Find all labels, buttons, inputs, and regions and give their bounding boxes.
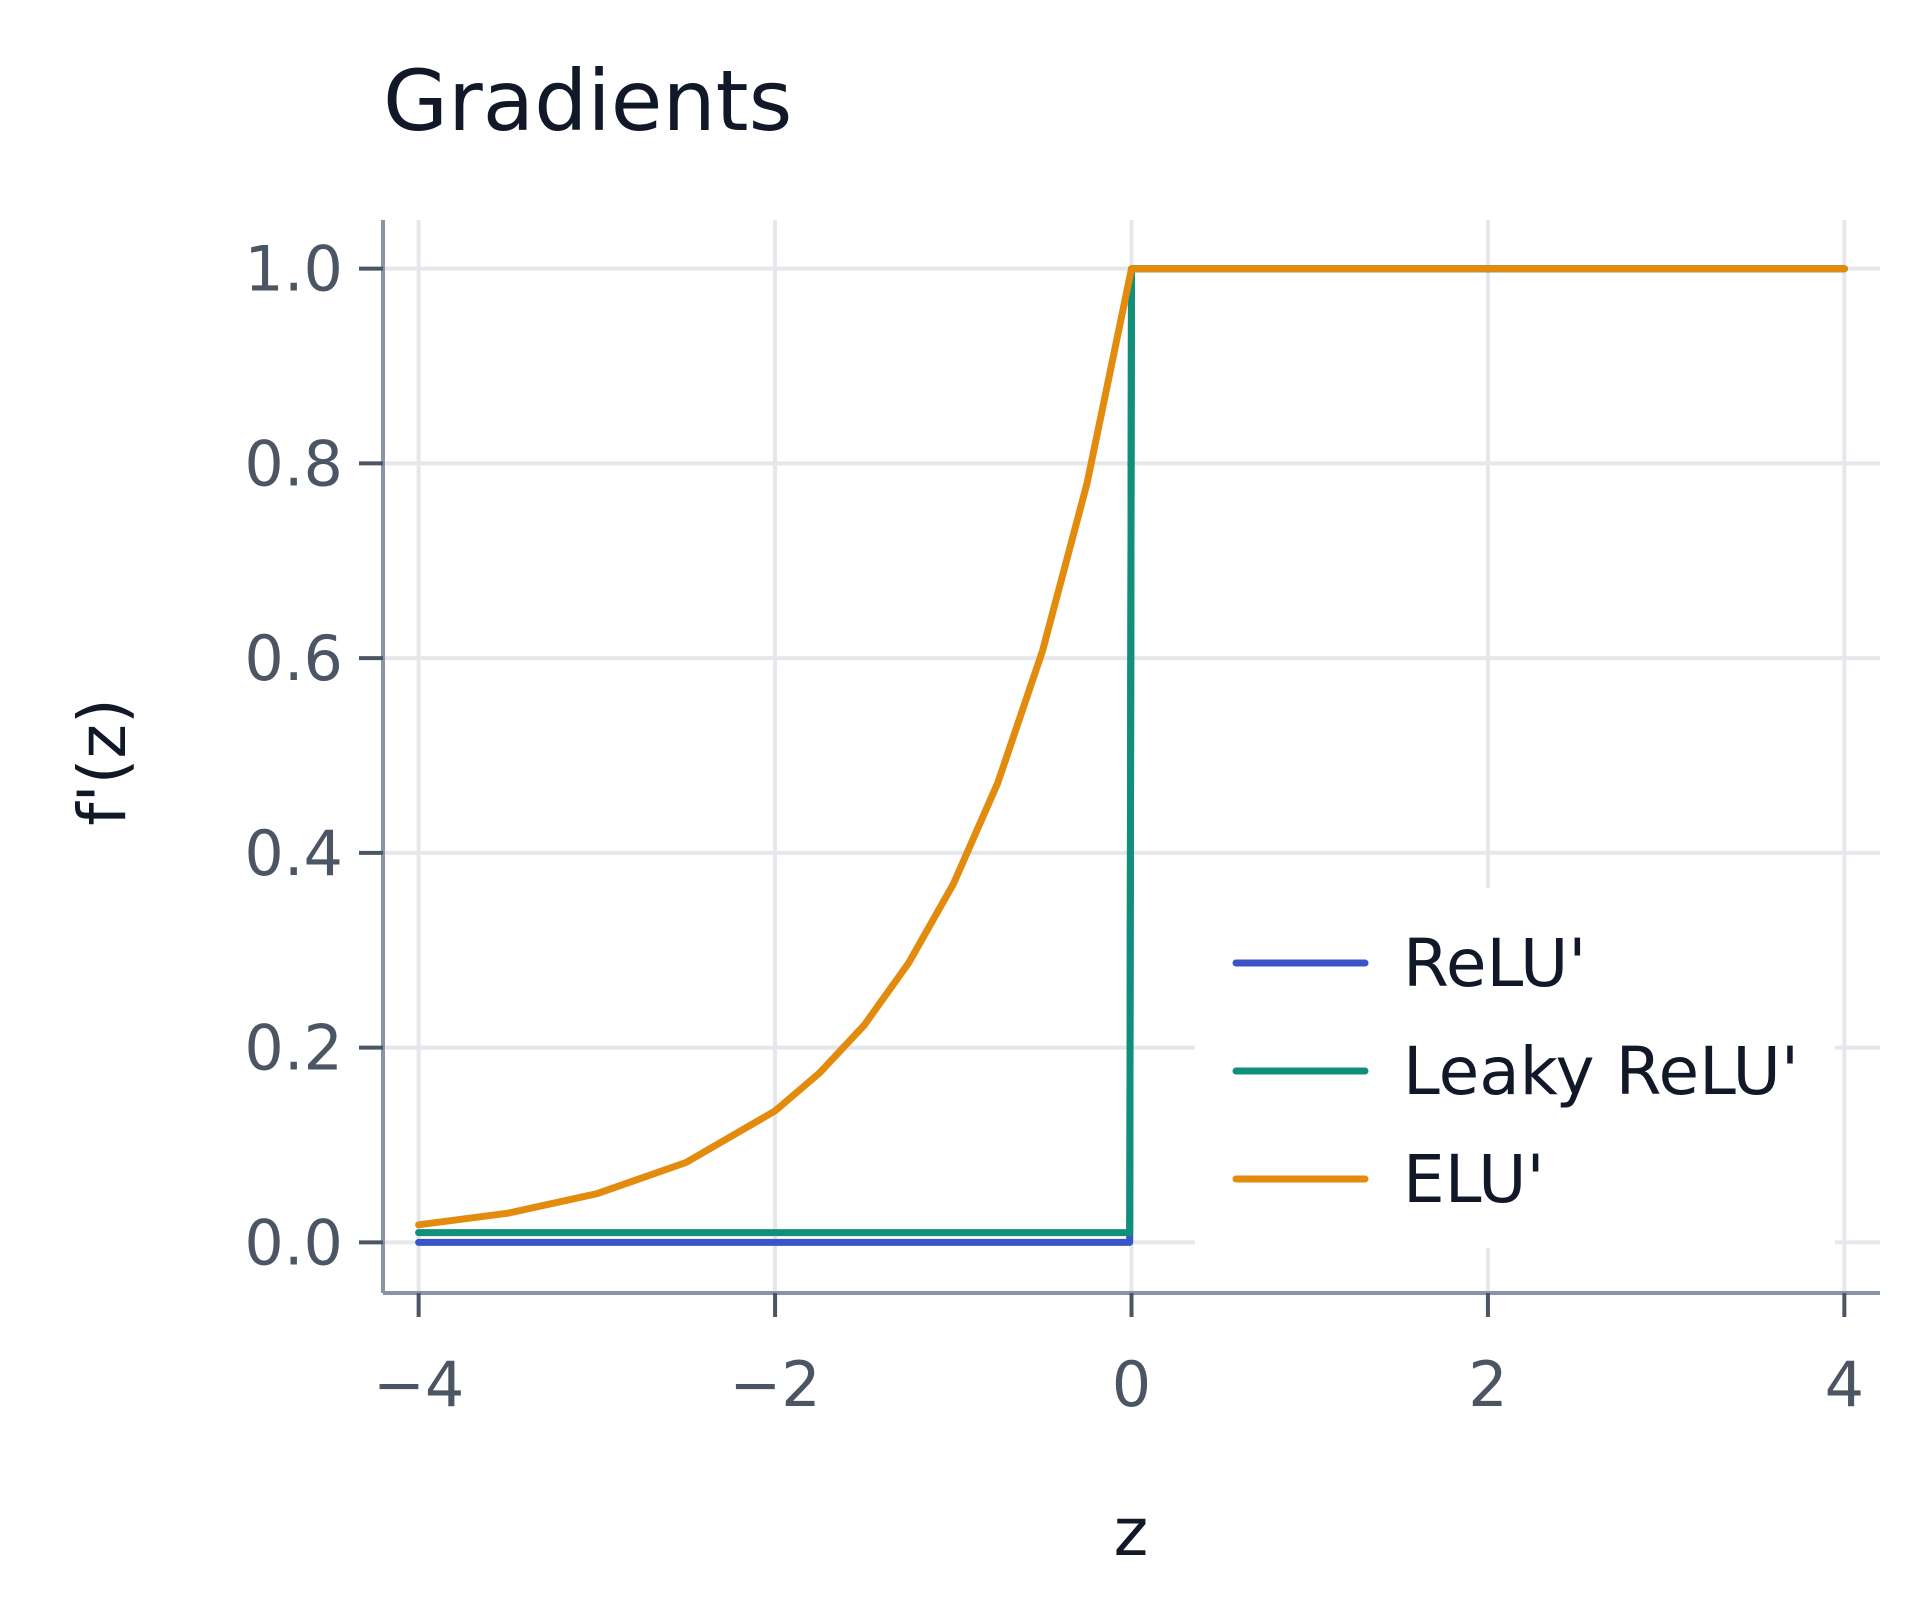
y-tick-label: 0.6	[244, 622, 343, 695]
x-tick-label: −2	[729, 1348, 820, 1421]
x-axis-label: z	[1114, 1494, 1149, 1571]
legend: ReLU' Leaky ReLU' ELU'	[1195, 888, 1835, 1248]
y-axis-label: f'(z)	[64, 698, 141, 826]
y-tick-label: 0.2	[244, 1012, 343, 1085]
y-tick-label: 0.8	[244, 427, 343, 500]
x-tick-label: 2	[1468, 1348, 1507, 1421]
y-ticks: 0.0 0.2 0.4 0.6 0.8 1.0	[244, 233, 383, 1280]
y-tick-label: 1.0	[244, 233, 343, 306]
x-tick-label: −4	[373, 1348, 464, 1421]
chart-title: Gradients	[383, 52, 792, 150]
legend-label: ReLU'	[1403, 925, 1586, 1002]
legend-label: Leaky ReLU'	[1403, 1033, 1799, 1110]
x-tick-label: 4	[1825, 1348, 1864, 1421]
legend-label: ELU'	[1403, 1141, 1545, 1218]
y-tick-label: 0.0	[244, 1206, 343, 1279]
x-ticks: −4 −2 0 2 4	[373, 1293, 1864, 1421]
y-tick-label: 0.4	[244, 817, 343, 890]
x-tick-label: 0	[1112, 1348, 1151, 1421]
